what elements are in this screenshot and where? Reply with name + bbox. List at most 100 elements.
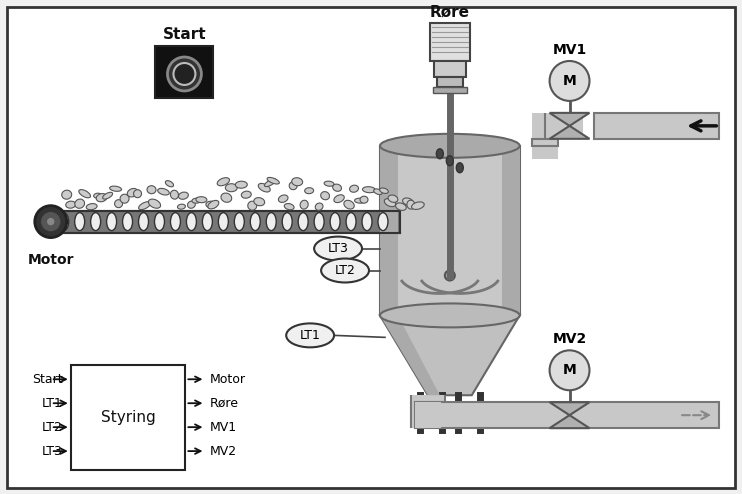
Circle shape bbox=[174, 63, 195, 85]
Bar bbox=[434, 61, 466, 77]
Bar bbox=[502, 146, 519, 315]
Ellipse shape bbox=[179, 192, 188, 199]
Ellipse shape bbox=[79, 190, 91, 198]
Ellipse shape bbox=[305, 188, 314, 194]
Ellipse shape bbox=[59, 212, 69, 231]
Text: Røre: Røre bbox=[209, 397, 238, 410]
Ellipse shape bbox=[66, 201, 76, 208]
Ellipse shape bbox=[171, 190, 179, 199]
Text: MV1: MV1 bbox=[209, 421, 237, 434]
Ellipse shape bbox=[286, 324, 334, 347]
Ellipse shape bbox=[264, 179, 276, 187]
Circle shape bbox=[35, 206, 67, 238]
Ellipse shape bbox=[355, 198, 366, 203]
Text: LT3: LT3 bbox=[42, 445, 63, 457]
Ellipse shape bbox=[96, 194, 107, 202]
Bar bbox=[594, 113, 719, 139]
Ellipse shape bbox=[346, 212, 356, 231]
Text: Motor: Motor bbox=[209, 373, 246, 386]
Bar bbox=[70, 365, 186, 470]
Ellipse shape bbox=[165, 181, 174, 187]
Ellipse shape bbox=[380, 134, 519, 158]
Ellipse shape bbox=[254, 198, 265, 206]
Ellipse shape bbox=[292, 178, 303, 186]
Ellipse shape bbox=[107, 212, 116, 231]
Ellipse shape bbox=[395, 203, 407, 210]
Ellipse shape bbox=[380, 303, 519, 328]
Ellipse shape bbox=[114, 200, 122, 207]
Ellipse shape bbox=[330, 212, 340, 231]
Bar bbox=[531, 113, 557, 159]
Text: LT3: LT3 bbox=[328, 242, 349, 255]
Circle shape bbox=[168, 57, 201, 91]
Ellipse shape bbox=[241, 191, 252, 198]
Ellipse shape bbox=[148, 199, 160, 208]
Ellipse shape bbox=[248, 201, 257, 210]
Ellipse shape bbox=[147, 186, 156, 194]
Bar bbox=[380, 146, 398, 315]
Ellipse shape bbox=[321, 192, 329, 200]
Polygon shape bbox=[550, 402, 589, 415]
Ellipse shape bbox=[177, 204, 186, 209]
Ellipse shape bbox=[186, 212, 197, 231]
Ellipse shape bbox=[298, 212, 308, 231]
Ellipse shape bbox=[362, 212, 372, 231]
Ellipse shape bbox=[412, 202, 424, 209]
Bar bbox=[415, 402, 441, 428]
Ellipse shape bbox=[267, 177, 279, 184]
Ellipse shape bbox=[314, 212, 324, 231]
Ellipse shape bbox=[91, 212, 101, 231]
Ellipse shape bbox=[266, 212, 276, 231]
Bar bbox=[531, 113, 582, 139]
Ellipse shape bbox=[157, 188, 169, 195]
Ellipse shape bbox=[278, 195, 288, 203]
Circle shape bbox=[445, 271, 455, 281]
Ellipse shape bbox=[128, 188, 138, 197]
Ellipse shape bbox=[196, 197, 207, 203]
Circle shape bbox=[42, 212, 59, 231]
Bar bbox=[531, 139, 557, 146]
Ellipse shape bbox=[139, 202, 151, 209]
Bar bbox=[156, 46, 214, 98]
Bar bbox=[437, 77, 463, 87]
Text: Motor: Motor bbox=[27, 252, 74, 267]
Ellipse shape bbox=[154, 212, 165, 231]
Ellipse shape bbox=[258, 183, 270, 192]
Ellipse shape bbox=[192, 198, 201, 203]
Ellipse shape bbox=[208, 201, 219, 209]
Text: Start: Start bbox=[162, 27, 206, 42]
Polygon shape bbox=[550, 126, 589, 139]
Ellipse shape bbox=[188, 201, 195, 208]
Ellipse shape bbox=[75, 212, 85, 231]
Ellipse shape bbox=[171, 212, 180, 231]
Ellipse shape bbox=[314, 237, 362, 260]
Ellipse shape bbox=[250, 212, 260, 231]
Ellipse shape bbox=[284, 204, 294, 210]
Ellipse shape bbox=[120, 194, 129, 203]
Ellipse shape bbox=[332, 184, 341, 191]
Ellipse shape bbox=[447, 156, 453, 166]
Text: MV2: MV2 bbox=[552, 332, 587, 346]
Bar bbox=[380, 146, 519, 315]
Ellipse shape bbox=[110, 186, 122, 191]
Polygon shape bbox=[550, 113, 589, 126]
Text: M: M bbox=[562, 363, 577, 377]
Ellipse shape bbox=[360, 196, 368, 203]
Polygon shape bbox=[380, 315, 440, 395]
Ellipse shape bbox=[217, 178, 229, 186]
Ellipse shape bbox=[436, 149, 443, 159]
Circle shape bbox=[550, 61, 589, 101]
Text: Styring: Styring bbox=[101, 410, 155, 425]
Ellipse shape bbox=[407, 200, 415, 209]
Ellipse shape bbox=[321, 258, 369, 283]
Text: LT2: LT2 bbox=[42, 421, 63, 434]
Ellipse shape bbox=[300, 200, 308, 209]
Text: LT1: LT1 bbox=[300, 329, 321, 342]
Ellipse shape bbox=[384, 199, 395, 206]
Ellipse shape bbox=[349, 185, 358, 192]
Circle shape bbox=[550, 350, 589, 390]
Ellipse shape bbox=[456, 163, 463, 173]
Ellipse shape bbox=[218, 212, 229, 231]
Ellipse shape bbox=[374, 189, 382, 195]
Text: MV2: MV2 bbox=[209, 445, 237, 457]
